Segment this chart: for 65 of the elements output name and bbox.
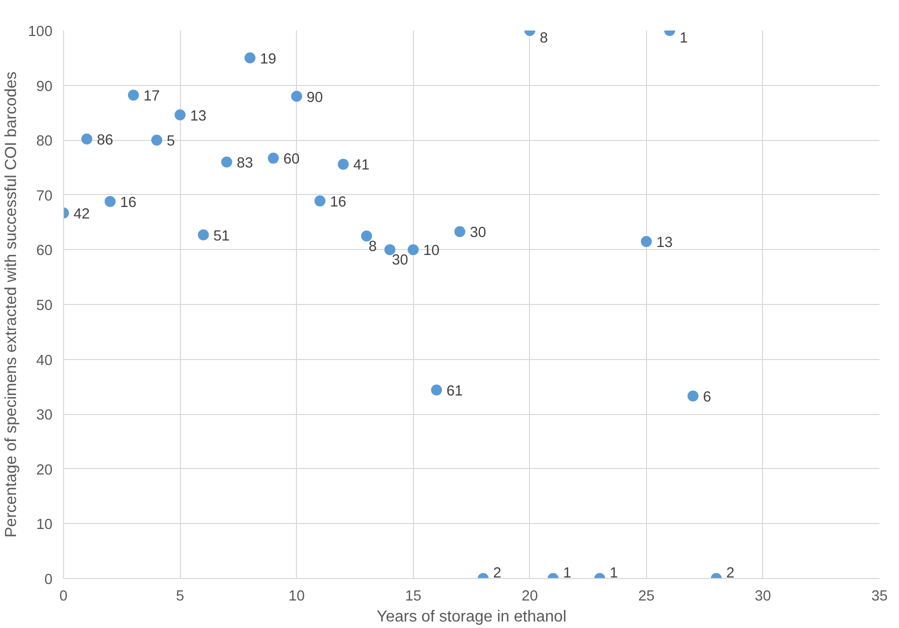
annotation: 61 <box>446 383 463 400</box>
annotation: 1 <box>610 566 618 582</box>
point <box>104 196 116 207</box>
annotation: 6 <box>702 390 712 406</box>
y-tick-label: 50 <box>36 298 53 314</box>
point <box>314 195 326 206</box>
annotation: 13 <box>656 234 673 251</box>
point <box>221 156 232 168</box>
x-tick-label: 15 <box>405 588 422 604</box>
annotation: 60 <box>283 152 300 168</box>
y-axis-title: Percentage of specimens extracted with successful COI barcodes <box>3 72 20 538</box>
x-tick-label: 25 <box>638 588 655 604</box>
point <box>151 134 162 146</box>
annotation: 13 <box>190 108 206 124</box>
annotation: 83 <box>236 156 254 172</box>
point <box>81 134 92 144</box>
annotation: 1 <box>563 566 572 582</box>
annotation: 5 <box>166 134 175 150</box>
y-tick-label: 70 <box>36 188 53 204</box>
annotation: 90 <box>306 90 323 106</box>
annotation: 30 <box>392 252 408 269</box>
annotation: 51 <box>213 228 230 244</box>
annotation: 16 <box>120 194 136 211</box>
x-tick-label: 35 <box>871 588 888 604</box>
annotation: 17 <box>143 88 160 105</box>
x-tick-label: 5 <box>176 588 184 604</box>
y-tick-label: 60 <box>36 243 53 260</box>
y-tick-label: 40 <box>36 352 53 369</box>
point <box>198 229 209 240</box>
annotation: 86 <box>96 132 114 149</box>
annotation: 10 <box>423 243 440 260</box>
y-tick-label: 20 <box>36 462 53 478</box>
point <box>338 158 349 170</box>
point <box>244 52 256 64</box>
annotation: 2 <box>726 566 734 582</box>
annotation: 16 <box>330 194 346 210</box>
x-tick-label: 0 <box>59 588 68 604</box>
x-tick-label: 20 <box>522 588 538 604</box>
point <box>174 109 186 120</box>
y-tick-label: 10 <box>36 517 53 534</box>
point <box>361 230 372 242</box>
annotation: 2 <box>493 566 502 582</box>
y-tick-label: 100 <box>28 24 53 40</box>
annotation: 19 <box>260 51 276 68</box>
point <box>291 90 302 102</box>
x-axis-title: Years of storage in ethanol <box>376 608 566 626</box>
point <box>384 244 396 256</box>
annotation: 42 <box>74 206 90 222</box>
annotation: 8 <box>368 239 377 255</box>
point <box>454 226 466 238</box>
y-tick-label: 90 <box>36 78 53 95</box>
annotation: 1 <box>680 30 688 46</box>
annotation: 8 <box>540 30 548 46</box>
point <box>408 244 419 256</box>
x-tick-label: 30 <box>754 588 772 604</box>
y-tick-label: 80 <box>36 134 53 150</box>
y-tick-label: 30 <box>36 408 53 424</box>
point <box>268 152 279 164</box>
point <box>128 90 139 101</box>
y-tick-label: 0 <box>44 572 53 588</box>
point <box>640 236 652 247</box>
point <box>431 384 442 396</box>
x-tick-label: 10 <box>288 588 305 604</box>
annotation: 41 <box>353 158 370 174</box>
annotation: 30 <box>470 225 486 242</box>
